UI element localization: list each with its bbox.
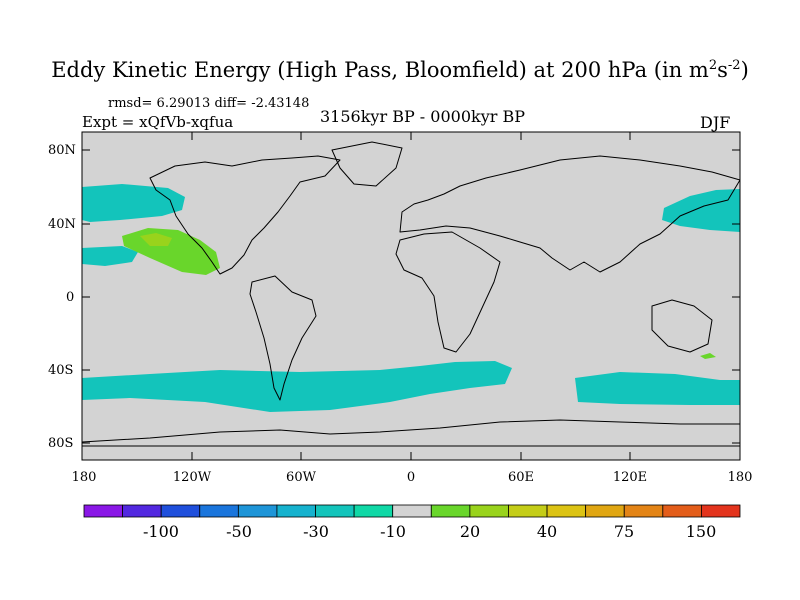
lon-label: 120W bbox=[172, 470, 212, 485]
colorbar-cell bbox=[623, 504, 664, 518]
colorbar-cell bbox=[122, 504, 162, 518]
coastline-australia bbox=[651, 299, 713, 353]
figure-title: Eddy Kinetic Energy (High Pass, Bloomfie… bbox=[51, 58, 749, 82]
colorbar-cell bbox=[199, 504, 239, 518]
anomaly-north-pacific-west bbox=[82, 246, 138, 266]
colorbar-label: -30 bbox=[303, 522, 329, 541]
lat-label: 80N bbox=[48, 143, 76, 158]
colorbar-cell bbox=[315, 504, 355, 518]
colorbar-label: -100 bbox=[143, 522, 179, 541]
map-background bbox=[82, 132, 740, 460]
anomaly-north-pacific-east bbox=[662, 189, 740, 232]
colorbar-cell bbox=[276, 504, 316, 518]
lon-label: 120E bbox=[612, 470, 648, 485]
stats-label: rmsd= 6.29013 diff= -2.43148 bbox=[108, 96, 310, 111]
coastline-greenland bbox=[331, 141, 403, 187]
anomaly-central-pacific-core bbox=[140, 233, 172, 246]
lat-label: 40N bbox=[48, 217, 76, 232]
period-label: 3156kyr BP - 0000kyr BP bbox=[320, 107, 525, 126]
colorbar-cell bbox=[508, 504, 548, 518]
lon-label: 0 bbox=[406, 470, 416, 485]
colorbar-label: -50 bbox=[226, 522, 252, 541]
lon-label: 180 bbox=[71, 470, 97, 485]
colorbar-cell bbox=[469, 504, 509, 518]
colorbar-label: 75 bbox=[613, 522, 635, 541]
anomaly-southern-ocean-east bbox=[575, 372, 740, 405]
coastline-north-america bbox=[149, 155, 341, 275]
colorbar-cell bbox=[662, 504, 702, 518]
colorbar-label: 20 bbox=[459, 522, 481, 541]
experiment-label: Expt = xQfVb-xqfua bbox=[82, 113, 234, 131]
colorbar-label: -10 bbox=[380, 522, 406, 541]
lat-label: 0 bbox=[66, 290, 75, 305]
season-label: DJF bbox=[700, 113, 731, 132]
lon-label: 60W bbox=[286, 470, 316, 485]
colorbar-label: 150 bbox=[685, 522, 717, 541]
colorbar-label: 40 bbox=[536, 522, 558, 541]
coastline-africa bbox=[395, 231, 501, 353]
colorbar-cell bbox=[83, 504, 123, 518]
colorbar-cell bbox=[430, 504, 471, 518]
colorbar-cell bbox=[160, 504, 201, 518]
colorbar-cell bbox=[392, 504, 432, 518]
colorbar-cell bbox=[701, 504, 741, 518]
anomaly-south-pacific-small bbox=[700, 353, 716, 359]
lat-label: 40S bbox=[48, 363, 74, 378]
lon-label: 60E bbox=[507, 470, 535, 485]
colorbar-cell bbox=[585, 504, 625, 518]
colorbar-cell bbox=[546, 504, 587, 518]
anomaly-southern-ocean-belt bbox=[82, 361, 512, 412]
colorbar-cell bbox=[353, 504, 394, 518]
coastline-south-america bbox=[249, 275, 317, 401]
lat-label: 80S bbox=[48, 436, 74, 451]
lon-label: 180 bbox=[727, 470, 753, 485]
anomaly-regions bbox=[82, 184, 740, 412]
axis-ticks bbox=[82, 132, 740, 460]
colorbar-cell bbox=[237, 504, 278, 518]
anomaly-north-pacific-west bbox=[82, 184, 185, 222]
colorbar bbox=[83, 504, 741, 518]
coastline-eurasia bbox=[399, 155, 741, 273]
